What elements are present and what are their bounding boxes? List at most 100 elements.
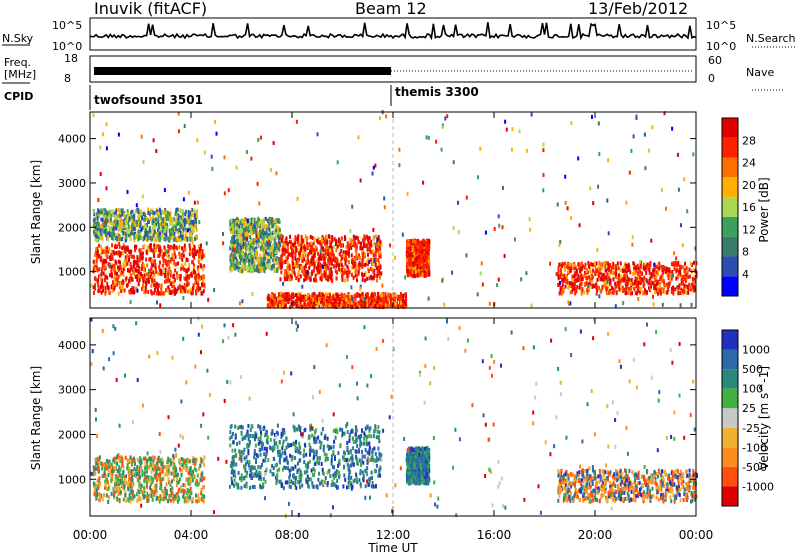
range-cell [178, 245, 181, 250]
range-cell [232, 240, 235, 245]
range-cell [129, 290, 132, 295]
range-cell [595, 261, 598, 266]
range-cell [301, 266, 304, 271]
range-cell [169, 244, 172, 249]
nave-tick-top: 60 [708, 54, 722, 67]
range-cell [304, 295, 307, 300]
range-cell [163, 229, 166, 233]
range-cell [261, 266, 264, 271]
range-cell [99, 145, 102, 150]
range-cell [173, 278, 176, 283]
range-cell [406, 252, 409, 257]
range-cell [198, 244, 200, 249]
range-cell [248, 247, 251, 252]
range-cell [423, 270, 426, 275]
range-cell [652, 268, 655, 273]
range-cell [579, 262, 582, 267]
range-cell [559, 291, 562, 296]
range-cell [141, 236, 143, 241]
range-cell [302, 270, 305, 275]
range-cell [346, 241, 349, 246]
range-cell [108, 213, 111, 218]
range-cell [159, 249, 162, 253]
range-cell [424, 257, 427, 262]
range-cell [147, 207, 150, 212]
range-cell [354, 248, 357, 253]
range-cell [278, 303, 281, 308]
range-cell [167, 249, 170, 254]
range-cell [575, 287, 577, 292]
range-cell [126, 268, 129, 272]
range-cell [116, 271, 118, 276]
range-cell [680, 287, 683, 292]
range-cell [253, 263, 256, 267]
range-cell [497, 214, 500, 219]
range-cell [246, 247, 249, 251]
range-cell [263, 250, 266, 255]
range-cell [141, 255, 144, 260]
range-cell [263, 225, 266, 230]
range-cell [128, 250, 131, 255]
range-cell [163, 188, 166, 193]
range-cell [608, 268, 610, 273]
range-cell [366, 303, 369, 308]
range-cell [577, 266, 580, 271]
range-cell [558, 262, 561, 267]
range-cell [564, 265, 567, 269]
range-cell [103, 213, 106, 217]
range-cell [685, 276, 688, 281]
range-cell [601, 273, 604, 278]
range-cell [133, 227, 136, 231]
range-cell [111, 288, 114, 293]
range-cell [564, 284, 567, 289]
range-cell [157, 211, 160, 215]
range-cell [331, 249, 334, 254]
range-cell [99, 236, 102, 240]
range-cell [323, 295, 326, 300]
range-cell [107, 290, 110, 295]
range-cell [565, 279, 568, 284]
range-cell [153, 211, 156, 216]
range-cell [643, 275, 646, 280]
range-cell [422, 266, 425, 271]
range-cell [317, 301, 320, 306]
range-cell [298, 263, 301, 268]
range-cell [691, 276, 694, 281]
range-cell [95, 266, 98, 271]
range-cell [320, 257, 323, 261]
range-cell [609, 262, 612, 267]
range-cell [247, 232, 250, 237]
range-cell [583, 281, 586, 286]
range-cell [167, 279, 170, 284]
range-cell [199, 286, 201, 291]
range-cell [277, 292, 280, 297]
range-cell [635, 279, 638, 284]
range-cell [331, 301, 334, 306]
range-cell [612, 265, 615, 270]
range-cell [230, 239, 233, 244]
range-cell [428, 259, 430, 264]
range-cell [94, 277, 97, 282]
range-cell [300, 244, 303, 248]
range-cell [250, 268, 253, 273]
range-cell [181, 233, 184, 238]
range-cell [333, 297, 335, 301]
range-cell [351, 260, 354, 265]
range-cell [291, 256, 294, 260]
range-cell [618, 287, 621, 292]
range-cell [391, 303, 394, 308]
range-cell [230, 250, 233, 255]
range-cell [418, 254, 420, 259]
range-cell [110, 272, 113, 277]
range-cell [153, 278, 156, 283]
range-cell [633, 269, 636, 274]
range-cell [333, 237, 336, 242]
range-cell [278, 238, 281, 243]
range-cell [271, 243, 274, 248]
range-cell [249, 226, 252, 230]
range-cell [193, 246, 196, 251]
range-cell [335, 264, 338, 269]
range-cell [92, 266, 95, 271]
range-cell [670, 272, 673, 277]
range-cell [119, 264, 122, 269]
